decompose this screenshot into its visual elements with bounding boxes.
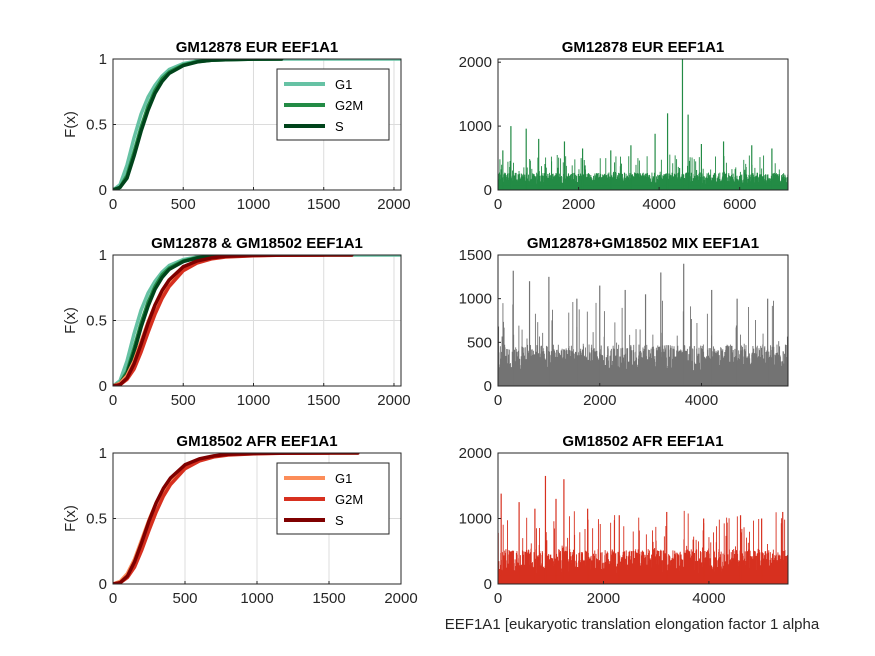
legend-label-g2m: G2M <box>335 492 363 507</box>
legend-label-g2m: G2M <box>335 98 363 113</box>
y-tick-label: 0 <box>484 182 492 199</box>
y-tick-label: 2000 <box>459 54 492 71</box>
x-tick-label: 1500 <box>312 590 345 607</box>
y-tick-label: 0 <box>484 378 492 395</box>
x-tick-label: 500 <box>171 392 196 409</box>
signal-base <box>498 376 788 386</box>
x-tick-label: 500 <box>171 196 196 213</box>
x-tick-label: 0 <box>109 590 117 607</box>
y-tick-label: 1000 <box>459 511 492 528</box>
x-tick-label: 0 <box>109 392 117 409</box>
signal-base <box>498 185 788 190</box>
x-tick-label: 4000 <box>692 590 725 607</box>
y-axis-label: F(x) <box>62 505 79 532</box>
figure-x-axis-label: EEF1A1 [eukaryotic translation elongatio… <box>445 616 820 633</box>
y-tick-label: 1 <box>99 445 107 462</box>
legend-label-g1: G1 <box>335 471 352 486</box>
x-tick-label: 1000 <box>237 196 270 213</box>
x-tick-label: 6000 <box>723 196 756 213</box>
x-tick-label: 2000 <box>587 590 620 607</box>
data-layer <box>498 59 788 190</box>
y-axis-label: F(x) <box>62 111 79 138</box>
chart-p5: 0 500 1000 1500 2000 0 0.5 1 GM18502 AFR EEF1A1 F… <box>62 433 418 607</box>
data-layer <box>498 263 788 386</box>
chart-title: GM12878+GM18502 MIX EEF1A1 <box>527 235 759 252</box>
chart-title: GM12878 EUR EEF1A1 <box>562 39 725 56</box>
signal-base <box>498 575 788 584</box>
y-tick-label: 0.5 <box>86 313 107 330</box>
x-tick-label: 2000 <box>377 196 410 213</box>
chart-title: GM12878 EUR EEF1A1 <box>176 39 339 56</box>
x-tick-label: 2000 <box>384 590 417 607</box>
x-tick-label: 4000 <box>642 196 675 213</box>
y-tick-label: 0 <box>99 182 107 199</box>
chart-title: GM18502 AFR EEF1A1 <box>562 433 723 450</box>
x-tick-label: 0 <box>109 196 117 213</box>
y-tick-label: 1000 <box>459 118 492 135</box>
y-tick-label: 1500 <box>459 247 492 264</box>
y-tick-label: 500 <box>467 334 492 351</box>
x-tick-label: 4000 <box>685 392 718 409</box>
x-tick-label: 500 <box>172 590 197 607</box>
y-axis-label: F(x) <box>62 307 79 334</box>
chart-p1: 0 500 1000 1500 2000 0 0.5 1 GM12878 EUR EEF1A1 F… <box>62 39 411 213</box>
chart-p6: 0 2000 4000 0 1000 2000 GM18502 AFR EEF1A1 <box>459 433 789 607</box>
y-tick-label: 2000 <box>459 445 492 462</box>
y-tick-label: 0 <box>99 378 107 395</box>
x-tick-label: 2000 <box>583 392 616 409</box>
x-tick-label: 0 <box>494 196 502 213</box>
y-tick-label: 1 <box>99 247 107 264</box>
x-tick-label: 1000 <box>237 392 270 409</box>
y-tick-label: 0 <box>99 576 107 593</box>
series-line-s <box>113 59 284 190</box>
x-tick-label: 0 <box>494 590 502 607</box>
chart-p4: 0 2000 4000 0 500 1000 1500 GM12878+GM18502 MIX… <box>459 235 789 409</box>
data-layer <box>498 475 788 584</box>
y-tick-label: 1000 <box>459 291 492 308</box>
axes-box <box>497 254 789 387</box>
x-tick-label: 1000 <box>240 590 273 607</box>
y-tick-label: 0.5 <box>86 117 107 134</box>
x-tick-label: 1500 <box>307 196 340 213</box>
y-tick-label: 1 <box>99 51 107 68</box>
x-tick-label: 2000 <box>562 196 595 213</box>
chart-p3: 0 500 1000 1500 2000 0 0.5 1 GM12878 & GM18502 E… <box>62 235 411 409</box>
x-tick-label: 2000 <box>377 392 410 409</box>
axes-box <box>497 58 789 191</box>
legend-label-s: S <box>335 119 344 134</box>
legend-label-g1: G1 <box>335 77 352 92</box>
chart-p2: 0 2000 4000 6000 0 1000 2000 GM12878 EUR EEF1A1 <box>459 39 789 213</box>
x-tick-label: 0 <box>494 392 502 409</box>
chart-title: GM18502 AFR EEF1A1 <box>176 433 337 450</box>
y-tick-label: 0 <box>484 576 492 593</box>
legend-label-s: S <box>335 513 344 528</box>
legend: G1 G2M S <box>276 68 390 141</box>
chart-title: GM12878 & GM18502 EEF1A1 <box>151 235 363 252</box>
legend: G1 G2M S <box>276 462 390 535</box>
x-tick-label: 1500 <box>307 392 340 409</box>
y-tick-label: 0.5 <box>86 511 107 528</box>
